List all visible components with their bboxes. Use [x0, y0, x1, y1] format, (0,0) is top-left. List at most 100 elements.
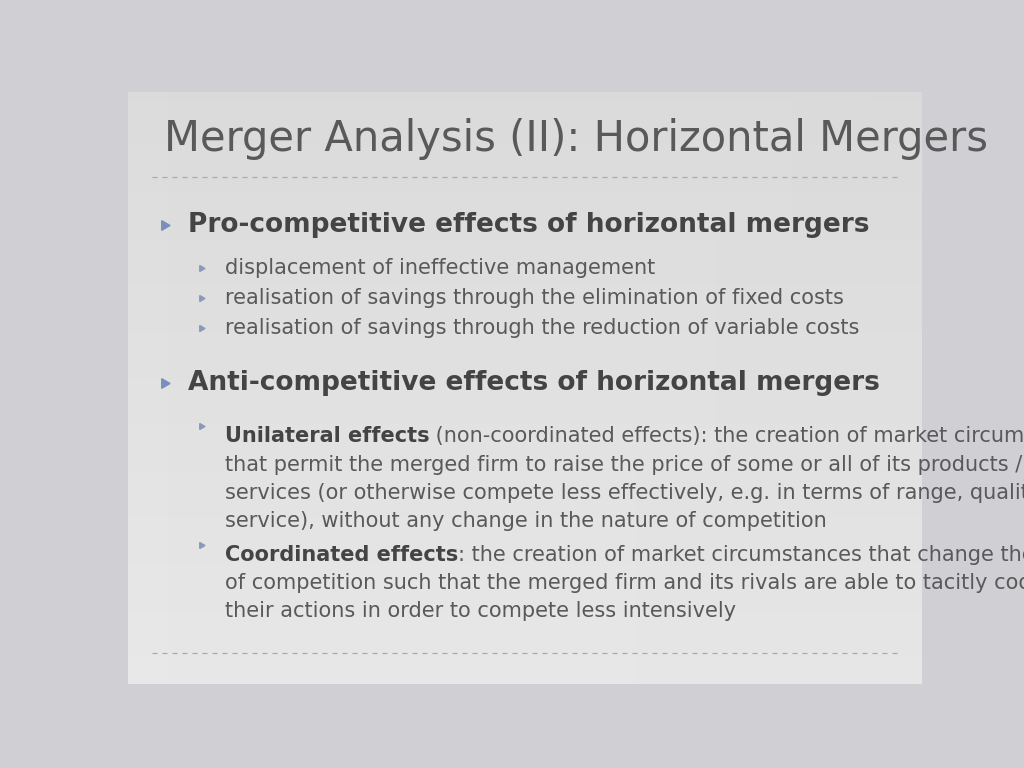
Bar	[128, 518, 922, 521]
Bar	[128, 530, 922, 533]
Bar	[128, 545, 922, 548]
Bar	[128, 394, 922, 397]
Bar	[128, 642, 922, 645]
Bar	[367, 92, 370, 684]
Bar	[128, 594, 922, 598]
Bar	[128, 636, 922, 639]
Bar	[767, 92, 771, 684]
Bar	[128, 308, 922, 311]
Text: (non-coordinated effects): the creation of market circumstances: (non-coordinated effects): the creation …	[429, 426, 1024, 446]
Bar	[128, 240, 922, 243]
Bar	[128, 627, 922, 631]
Bar	[568, 92, 572, 684]
Bar	[128, 663, 922, 666]
Bar	[418, 92, 422, 684]
Bar	[128, 364, 922, 367]
Bar	[620, 92, 624, 684]
Bar	[882, 92, 886, 684]
Bar	[826, 92, 830, 684]
Bar	[128, 163, 922, 166]
Bar	[743, 92, 748, 684]
Bar	[822, 92, 826, 684]
Bar	[128, 131, 922, 134]
Bar	[128, 565, 922, 568]
Bar	[128, 385, 922, 388]
Bar	[422, 92, 426, 684]
Bar	[596, 92, 600, 684]
Bar	[128, 639, 922, 642]
Bar	[715, 92, 719, 684]
Bar	[128, 95, 922, 98]
Bar	[128, 634, 922, 636]
Bar	[200, 92, 204, 684]
Bar	[128, 113, 922, 116]
Bar	[287, 92, 291, 684]
Bar	[187, 92, 191, 684]
Bar	[128, 137, 922, 140]
Text: Coordinated effects: Coordinated effects	[225, 545, 458, 564]
Bar	[191, 92, 196, 684]
Bar	[128, 207, 922, 210]
Bar	[382, 92, 386, 684]
Bar	[477, 92, 481, 684]
Bar	[886, 92, 890, 684]
Text: service), without any change in the nature of competition: service), without any change in the natu…	[225, 511, 826, 531]
Bar	[128, 329, 922, 332]
Bar	[128, 175, 922, 178]
Text: Pro-competitive effects of horizontal mergers: Pro-competitive effects of horizontal me…	[187, 212, 869, 238]
Bar	[513, 92, 517, 684]
Bar	[295, 92, 299, 684]
Bar	[465, 92, 469, 684]
Bar	[128, 521, 922, 524]
Bar	[739, 92, 743, 684]
Bar	[128, 476, 922, 479]
Bar	[128, 412, 922, 415]
Bar	[128, 465, 922, 468]
Bar	[128, 450, 922, 453]
Bar	[913, 92, 918, 684]
Bar	[731, 92, 735, 684]
Bar	[128, 293, 922, 296]
Bar	[814, 92, 818, 684]
Bar	[128, 382, 922, 385]
Bar	[676, 92, 680, 684]
Bar	[128, 515, 922, 518]
Bar	[128, 604, 922, 607]
Bar	[140, 92, 143, 684]
Bar	[672, 92, 676, 684]
Bar	[128, 110, 922, 113]
Bar	[128, 674, 922, 677]
Bar	[207, 92, 211, 684]
Bar	[553, 92, 557, 684]
Bar	[143, 92, 147, 684]
Bar	[128, 654, 922, 657]
Bar	[128, 488, 922, 492]
Bar	[204, 92, 207, 684]
Bar	[128, 260, 922, 263]
Bar	[588, 92, 592, 684]
Bar	[410, 92, 414, 684]
Bar	[854, 92, 858, 684]
Bar	[528, 92, 532, 684]
Bar	[128, 538, 922, 541]
Text: Unilateral effects: Unilateral effects	[225, 426, 429, 446]
Bar	[211, 92, 215, 684]
Bar	[604, 92, 608, 684]
Bar	[128, 346, 922, 349]
Bar	[267, 92, 270, 684]
Bar	[128, 541, 922, 545]
Bar	[128, 92, 132, 684]
Bar	[712, 92, 715, 684]
Bar	[727, 92, 731, 684]
Bar	[128, 349, 922, 353]
Bar	[128, 589, 922, 592]
Bar	[517, 92, 521, 684]
Bar	[128, 645, 922, 648]
Bar	[219, 92, 223, 684]
Bar	[433, 92, 437, 684]
Bar	[858, 92, 862, 684]
Bar	[842, 92, 846, 684]
Bar	[136, 92, 140, 684]
Bar	[128, 468, 922, 471]
Bar	[128, 680, 922, 684]
